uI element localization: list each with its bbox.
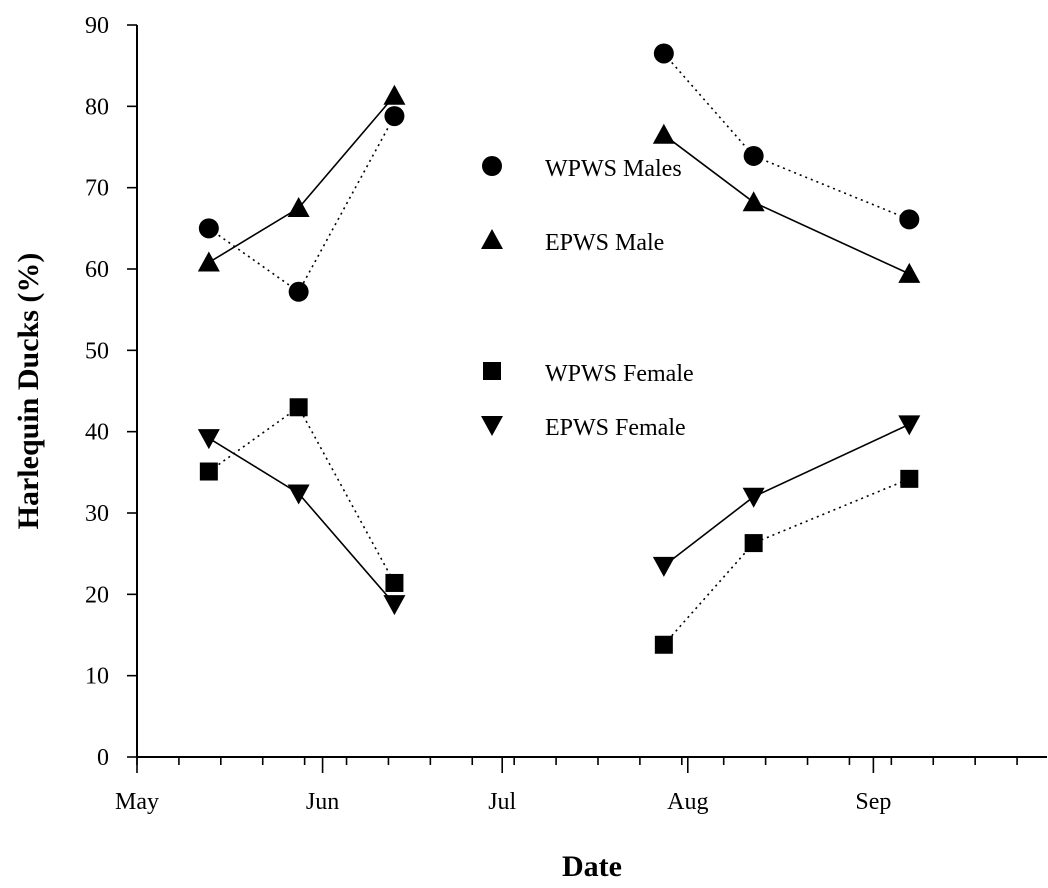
legend-label-epws-male: EPWS Male <box>545 230 664 256</box>
data-point-epws-male <box>898 262 921 283</box>
series-line-wpws-female <box>663 478 910 646</box>
data-point-wpws-female <box>289 398 308 417</box>
data-point-epws-male <box>652 123 675 144</box>
data-point-wpws-males <box>743 145 764 166</box>
y-tick-label: 20 <box>85 582 109 608</box>
legend-entry-wpws-males: WPWS Males <box>482 156 682 182</box>
data-point-epws-female <box>742 487 765 508</box>
x-tick-label: Aug <box>667 789 708 815</box>
series-markers-epws-female <box>197 415 921 616</box>
data-point-wpws-female <box>385 573 404 592</box>
series-line-wpws-female <box>208 406 396 584</box>
x-tick-label: May <box>115 789 159 815</box>
y-tick-label: 90 <box>85 13 109 39</box>
data-point-wpws-males <box>384 106 405 127</box>
data-point-epws-female <box>383 595 406 616</box>
series-markers-epws-male <box>197 84 921 283</box>
data-point-wpws-female <box>654 635 673 654</box>
data-point-epws-male <box>287 197 310 217</box>
series-line-epws-female <box>663 423 910 567</box>
x-tick-label: Jun <box>306 789 339 815</box>
data-point-epws-male <box>197 251 220 272</box>
series-wpws-female <box>208 406 910 646</box>
y-axis-title: Harlequin Ducks (%) <box>12 253 45 530</box>
legend-marker-wpws-female <box>483 362 501 380</box>
data-point-epws-male <box>742 191 765 212</box>
legend-marker-epws-male <box>481 229 503 249</box>
legend-label-wpws-males: WPWS Males <box>545 156 682 182</box>
y-tick-label: 10 <box>85 664 109 690</box>
legend-label-epws-female: EPWS Female <box>545 415 686 441</box>
y-tick-label: 40 <box>85 420 109 446</box>
legend-entry-epws-male: EPWS Male <box>481 229 664 256</box>
data-point-wpws-female <box>900 469 919 488</box>
x-tick-label: Jul <box>488 789 516 815</box>
series-layer <box>197 43 921 654</box>
y-tick-label: 80 <box>85 94 109 120</box>
data-point-wpws-males <box>288 281 309 302</box>
series-line-epws-male <box>208 95 396 264</box>
series-markers-wpws-female <box>199 398 919 654</box>
data-point-epws-male <box>383 84 406 105</box>
data-point-wpws-female <box>744 534 763 553</box>
x-axis-title: Date <box>562 850 622 883</box>
legend-entry-epws-female: EPWS Female <box>481 415 686 441</box>
series-line-epws-female <box>208 437 396 605</box>
y-tick-label: 70 <box>85 176 109 202</box>
series-markers-wpws-males <box>198 43 920 302</box>
legend-marker-wpws-males <box>482 156 502 176</box>
data-point-epws-female <box>287 484 310 505</box>
y-tick-label: 60 <box>85 257 109 283</box>
y-tick-label: 30 <box>85 501 109 527</box>
legend: WPWS Males EPWS Male WPWS Female EPWS Femal… <box>481 156 694 441</box>
x-tick-label: Sep <box>855 789 891 815</box>
y-tick-label: 50 <box>85 338 109 364</box>
y-tick-label: 0 <box>97 745 109 771</box>
data-point-wpws-males <box>899 209 920 230</box>
data-point-wpws-males <box>198 218 219 239</box>
axes: 0 10 20 30 40 50 60 70 80 90 May Jun Jul Aug Sep <box>85 13 1047 815</box>
data-point-epws-female <box>898 415 921 436</box>
data-point-wpws-males <box>653 43 674 64</box>
data-point-epws-female <box>652 556 675 577</box>
series-line-wpws-males <box>663 52 910 221</box>
series-epws-female <box>208 423 910 605</box>
data-point-wpws-female <box>199 462 218 481</box>
data-point-epws-female <box>197 429 220 450</box>
legend-label-wpws-female: WPWS Female <box>545 361 694 387</box>
legend-entry-wpws-female: WPWS Female <box>483 361 694 387</box>
legend-marker-epws-female <box>481 416 503 436</box>
